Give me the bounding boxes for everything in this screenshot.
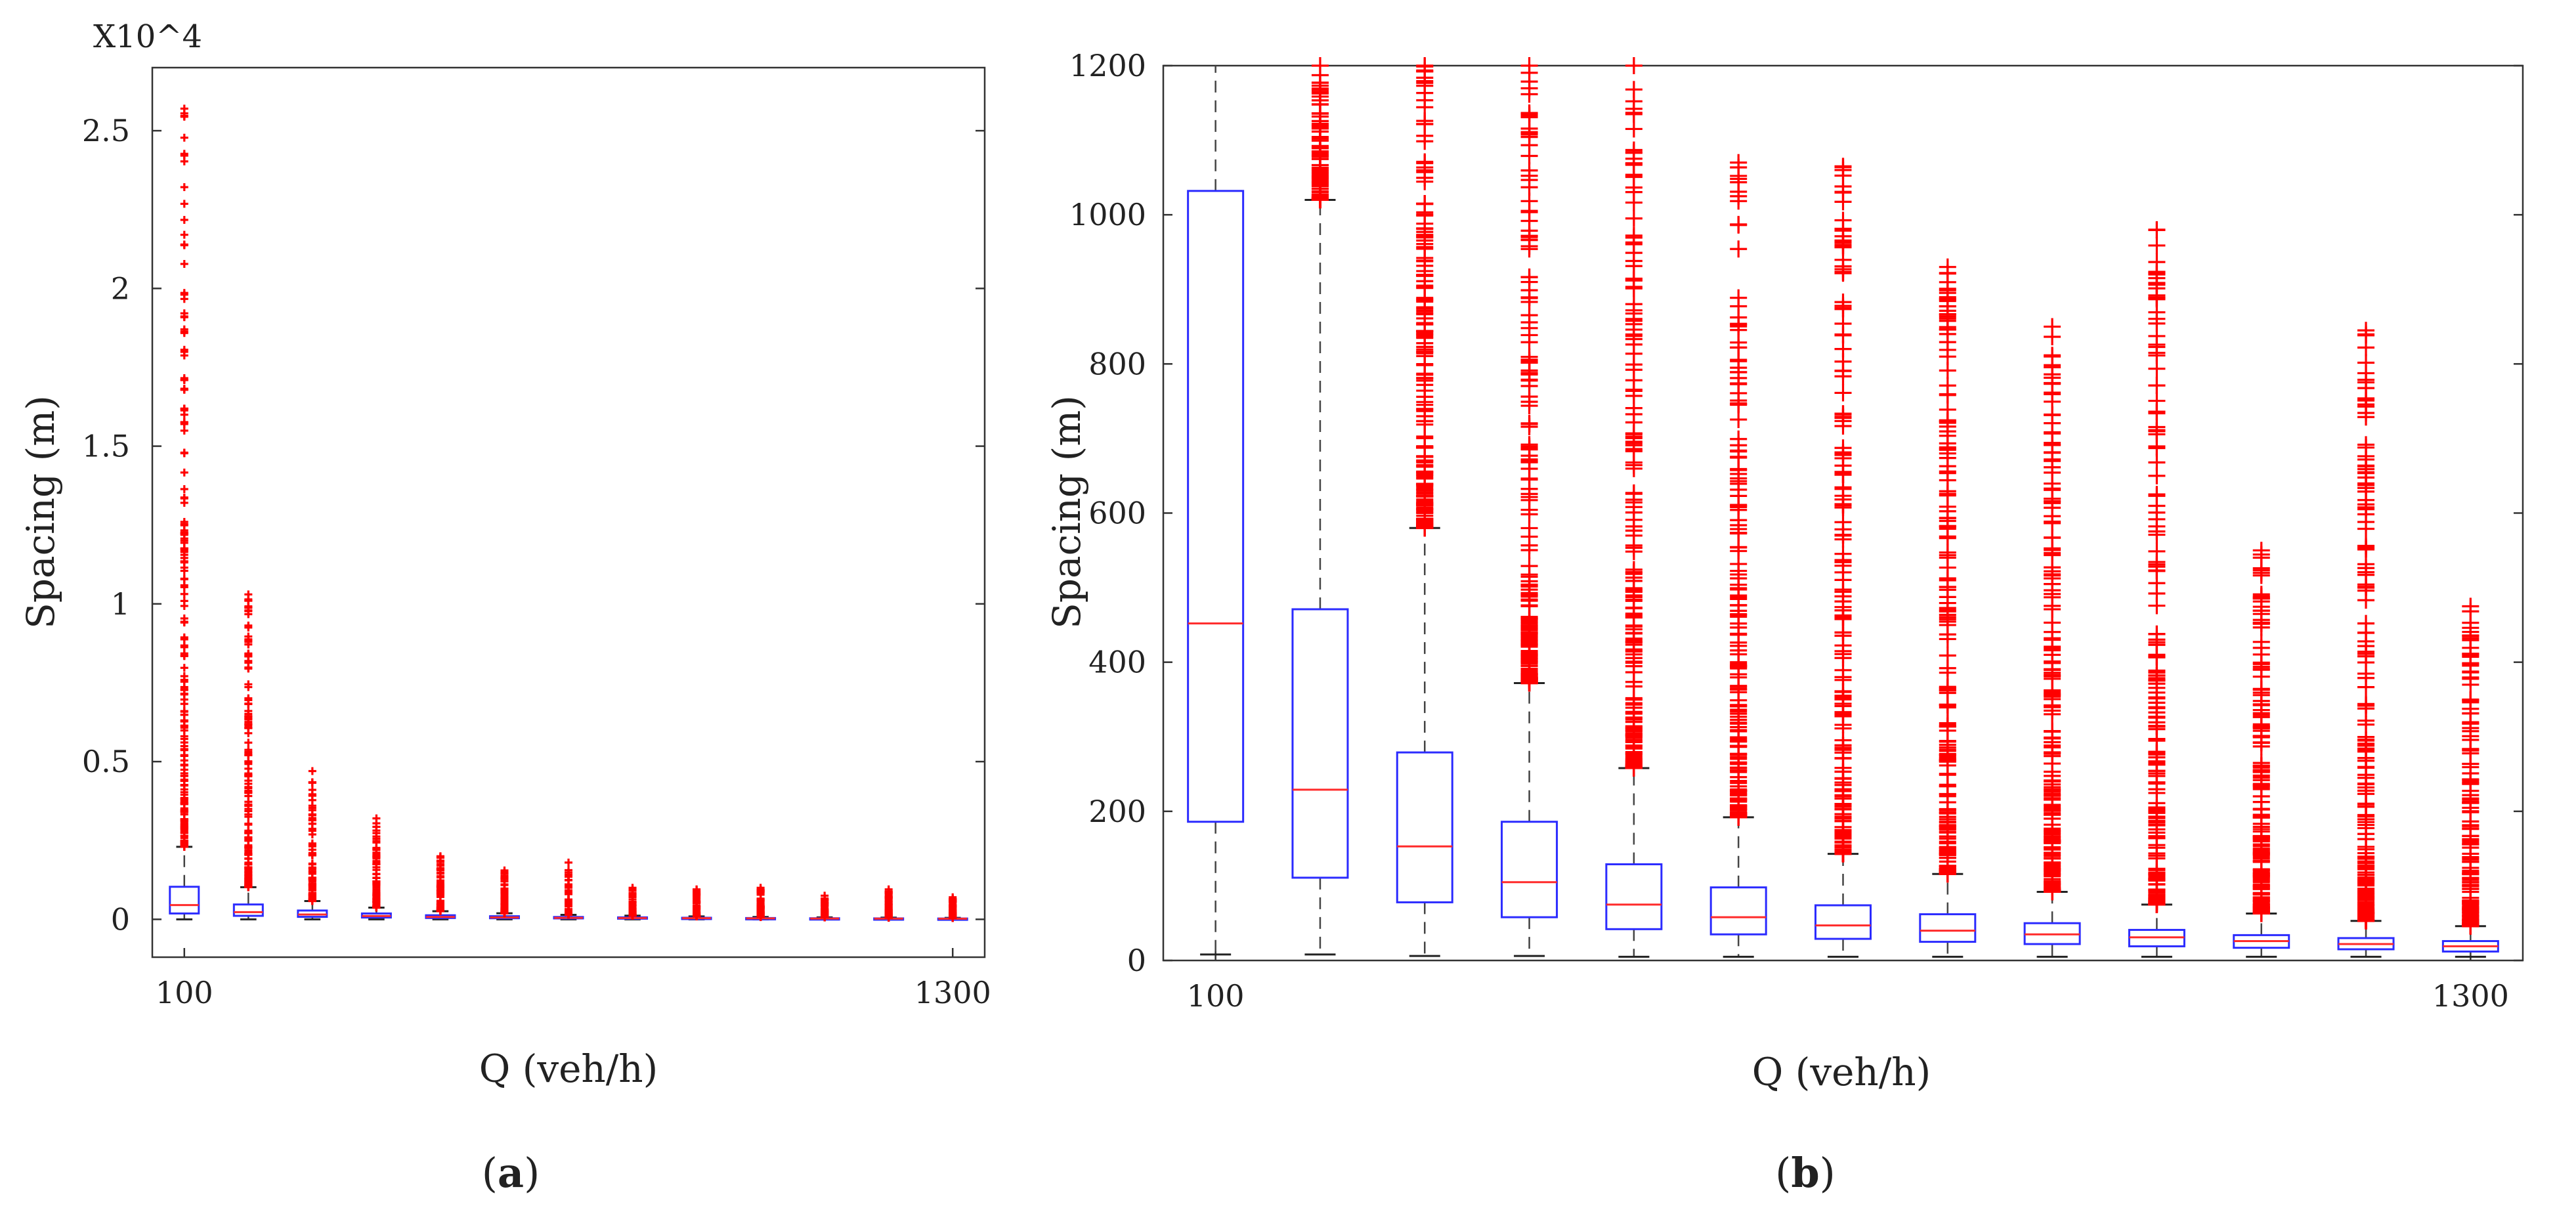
y-ticks-a: 0 0.5 1 1.5 2 2.5	[82, 113, 985, 937]
y-tick-label: 200	[1088, 794, 1146, 829]
y-tick-label: 400	[1088, 645, 1146, 680]
iqr-box	[1501, 821, 1558, 918]
outlier-group	[1834, 158, 1852, 863]
y-tick-label: 800	[1088, 346, 1146, 381]
box-group-500	[425, 852, 456, 920]
outlier-group	[244, 590, 253, 892]
box-group-600	[488, 866, 520, 920]
box-group-700	[553, 858, 584, 920]
box-group-400	[1501, 57, 1558, 957]
outlier-group	[436, 852, 444, 915]
outlier-group	[628, 884, 637, 920]
outlier-group	[565, 858, 572, 919]
box-group-800	[617, 884, 649, 920]
box-group-1000	[745, 884, 777, 921]
caption-a: (a)	[482, 1149, 540, 1197]
box-group-500	[1605, 57, 1663, 958]
outlier-group	[756, 884, 765, 921]
box-group-100	[169, 104, 200, 920]
caption-letter-a: a	[498, 1149, 524, 1197]
y-tick-label: 0	[111, 901, 130, 937]
box-group-200	[1291, 57, 1349, 956]
panel-a: X10^4 0 0.5 1 1.5 2 2.5 100 1300 Q (veh/h) Spa…	[18, 18, 991, 1197]
box-group-1300	[937, 893, 968, 922]
outlier-group	[308, 767, 316, 905]
x-tick-label: 1300	[914, 975, 991, 1010]
outlier-group	[1520, 57, 1538, 692]
y-tick-label: 0	[1127, 943, 1146, 978]
box-series-b	[1187, 57, 2499, 958]
outlier-group	[821, 892, 829, 922]
outlier-group	[884, 885, 893, 922]
outlier-group	[949, 893, 957, 922]
y-tick-label: 1000	[1069, 197, 1146, 232]
box-group-600	[1709, 154, 1767, 958]
x-tick-label: 100	[1187, 978, 1245, 1014]
iqr-box	[1396, 751, 1453, 903]
outlier-group	[372, 814, 381, 912]
outlier-group	[180, 104, 188, 851]
box-group-1100	[809, 892, 840, 922]
y-axis-title-a: Spacing (m)	[18, 395, 63, 629]
y-tick-label: 1200	[1069, 48, 1146, 83]
box-group-300	[297, 767, 328, 920]
box-group-100	[1187, 66, 1245, 956]
y-tick-label: 2.5	[82, 113, 130, 148]
box-group-800	[1919, 258, 1977, 958]
x-axis-title-a: Q (veh/h)	[479, 1046, 658, 1091]
outlier-group	[1416, 57, 1434, 537]
outlier-group	[1311, 57, 1329, 209]
x-tick-label: 100	[156, 975, 213, 1010]
outlier-group	[1625, 57, 1642, 777]
iqr-box	[1605, 863, 1663, 930]
x-ticks-b: 100 1300	[1187, 951, 2509, 1014]
box-group-400	[360, 814, 392, 920]
box-series-a	[169, 104, 968, 922]
iqr-box	[1291, 608, 1349, 879]
box-group-1200	[873, 885, 905, 922]
box-group-300	[1396, 57, 1453, 957]
y-tick-label: 0.5	[82, 744, 130, 779]
box-group-200	[232, 590, 264, 920]
iqr-box	[232, 903, 264, 917]
y-tick-label: 2	[111, 270, 130, 306]
x-ticks-a: 100 1300	[156, 948, 991, 1010]
y-tick-label: 1.5	[82, 429, 130, 464]
y-multiplier-label-a: X10^4	[93, 18, 202, 55]
outlier-group	[693, 885, 701, 920]
box-group-700	[1814, 158, 1872, 958]
iqr-box	[1187, 190, 1245, 823]
iqr-box	[1709, 886, 1767, 936]
y-tick-label: 600	[1088, 496, 1146, 531]
y-tick-label: 1	[111, 586, 130, 622]
box-group-900	[681, 885, 712, 920]
iqr-box	[169, 886, 200, 915]
outlier-group	[1939, 258, 1956, 883]
iqr-box	[1919, 913, 1977, 943]
iqr-box	[1814, 904, 1872, 940]
plot-frame-a	[151, 66, 986, 958]
outlier-group	[500, 866, 509, 918]
x-tick-label: 1300	[2432, 978, 2509, 1014]
y-ticks-b: 0 200 400 600 800 1000 1200	[1069, 48, 2523, 978]
outlier-group	[1730, 154, 1748, 826]
